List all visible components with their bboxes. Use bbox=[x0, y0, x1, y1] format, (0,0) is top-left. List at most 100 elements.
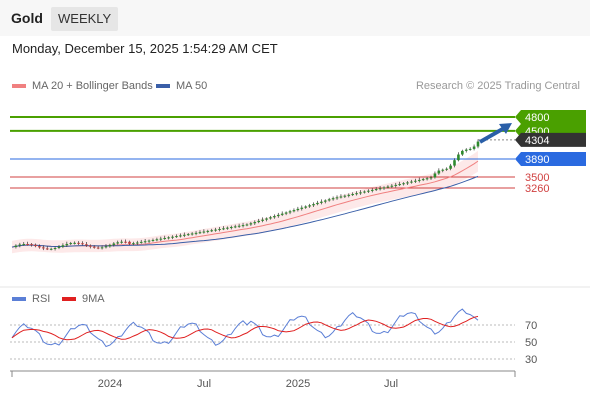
legend-ma50: MA 50 bbox=[156, 80, 207, 94]
rsi-line bbox=[11, 308, 479, 348]
level-label-4304: 4304 bbox=[525, 135, 549, 147]
candle-body bbox=[363, 191, 366, 193]
candle-body bbox=[233, 226, 237, 228]
candle-body bbox=[425, 178, 429, 180]
x-tick-jul: Jul bbox=[384, 378, 398, 390]
candle-body bbox=[92, 246, 96, 248]
candle-body bbox=[179, 235, 182, 237]
candle-body bbox=[464, 149, 468, 151]
candle-body bbox=[237, 225, 241, 227]
candle-body bbox=[151, 239, 155, 241]
ma50-swatch bbox=[156, 84, 170, 89]
rsi-tick-30: 30 bbox=[525, 354, 537, 366]
x-tick-2024: 2024 bbox=[98, 378, 122, 390]
candle-body bbox=[468, 148, 472, 150]
candle-body bbox=[402, 183, 405, 185]
level-label-4800: 4800 bbox=[525, 112, 549, 124]
candle-body bbox=[410, 181, 413, 183]
candle-body bbox=[445, 168, 448, 170]
legend-ma20: MA 20 + Bollinger Bands bbox=[12, 80, 153, 94]
level-label-3500: 3500 bbox=[525, 172, 549, 184]
candle-body bbox=[206, 230, 210, 232]
rsi-ma-legend-label: 9MA bbox=[82, 293, 105, 305]
candle-body bbox=[261, 219, 264, 221]
rsi-tick-70: 70 bbox=[525, 320, 537, 332]
rsi-ma-swatch bbox=[62, 297, 76, 302]
legend-rsi-ma: 9MA bbox=[62, 293, 105, 305]
candle-body bbox=[441, 169, 445, 171]
candle-body bbox=[18, 244, 22, 246]
candle-body bbox=[69, 243, 73, 245]
rsi-legend-label: RSI bbox=[32, 293, 51, 305]
candle-body bbox=[190, 233, 194, 235]
rsi-swatch bbox=[12, 297, 26, 302]
rsi-ma-line bbox=[11, 315, 479, 341]
candle-body bbox=[421, 179, 425, 181]
candle-body bbox=[171, 236, 174, 238]
candle-body bbox=[323, 200, 327, 202]
candle-body bbox=[38, 246, 41, 248]
candle-body bbox=[186, 234, 190, 236]
candle-body bbox=[210, 230, 214, 232]
candle-body bbox=[77, 242, 80, 244]
timestamp: Monday, December 15, 2025 1:54:29 AM CET bbox=[12, 41, 278, 56]
candle-body bbox=[276, 214, 280, 217]
candle-body bbox=[53, 247, 57, 249]
candle-body bbox=[378, 188, 382, 190]
level-tag-4800 bbox=[515, 110, 586, 125]
candle-body bbox=[312, 204, 315, 206]
bollinger-band bbox=[12, 150, 478, 254]
candle-body bbox=[226, 227, 229, 229]
candle-body bbox=[245, 224, 249, 226]
candle-body bbox=[132, 243, 135, 245]
candle-body bbox=[394, 184, 398, 186]
candle-body bbox=[194, 232, 198, 234]
candle-body bbox=[414, 180, 417, 182]
candle-body bbox=[335, 197, 339, 199]
timeframe-badge[interactable]: WEEKLY bbox=[51, 7, 119, 31]
candle-body bbox=[104, 246, 108, 248]
candle-body bbox=[331, 198, 335, 200]
candle-body bbox=[30, 244, 33, 246]
candle-body bbox=[476, 141, 480, 147]
candle-body bbox=[320, 201, 323, 203]
candle-body bbox=[327, 199, 331, 201]
candle-body bbox=[85, 244, 88, 246]
candle-body bbox=[288, 211, 292, 213]
candle-body bbox=[461, 150, 464, 155]
candle-body bbox=[100, 247, 104, 249]
candle-body bbox=[449, 165, 452, 169]
candle-body bbox=[65, 243, 69, 246]
candle-body bbox=[304, 206, 307, 208]
candle-body bbox=[280, 213, 284, 215]
candle-body bbox=[370, 189, 374, 191]
candle-body bbox=[14, 245, 18, 248]
candle-body bbox=[308, 205, 311, 207]
candle-body bbox=[61, 245, 65, 247]
candle-body bbox=[57, 246, 61, 248]
x-tick-jul: Jul bbox=[197, 378, 211, 390]
candle-body bbox=[49, 248, 53, 250]
candle-body bbox=[437, 170, 441, 174]
candle-body bbox=[284, 212, 288, 214]
candle-body bbox=[253, 222, 257, 224]
candle-body bbox=[453, 160, 456, 166]
candle-body bbox=[81, 243, 84, 245]
candle-body bbox=[374, 189, 378, 191]
candle-body bbox=[120, 241, 123, 243]
candle-body bbox=[257, 220, 261, 223]
candle-body bbox=[198, 232, 202, 234]
candle-body bbox=[343, 195, 347, 197]
rsi-tick-50: 50 bbox=[525, 337, 537, 349]
candle-body bbox=[457, 154, 460, 161]
candle-body bbox=[89, 245, 92, 247]
candle-body bbox=[183, 234, 186, 236]
header-bar: Gold WEEKLY bbox=[0, 0, 590, 36]
candle-body bbox=[159, 238, 163, 240]
ma20-legend-label: MA 20 + Bollinger Bands bbox=[32, 80, 153, 92]
candle-body bbox=[218, 228, 221, 230]
candle-body bbox=[108, 244, 112, 247]
candle-body bbox=[73, 242, 76, 244]
candle-body bbox=[265, 218, 268, 220]
